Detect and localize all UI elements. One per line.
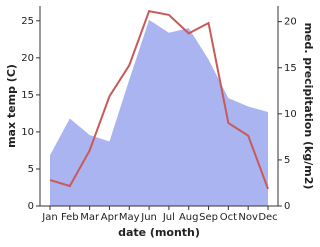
- y-tick-label: 0: [28, 201, 34, 212]
- temp-line: [49, 10, 269, 190]
- x-tick-label: Sep: [199, 212, 218, 223]
- y-tick-label: 5: [28, 164, 34, 175]
- y-tick-label: 10: [21, 127, 34, 138]
- y-tick-label: 25: [21, 16, 34, 27]
- precipitation-area: [50, 19, 268, 206]
- y2-tick-label: 0: [284, 201, 290, 212]
- x-tick-label: Dec: [258, 212, 277, 223]
- x-tick-label: Apr: [101, 212, 119, 223]
- x-tick-label: Aug: [179, 212, 199, 223]
- x-tick-label: May: [119, 212, 140, 223]
- y-axis-label: max temp (C): [5, 64, 18, 148]
- y-tick-label: 15: [21, 90, 34, 101]
- x-tick-label: Jul: [162, 212, 175, 223]
- x-tick-label: Mar: [80, 212, 100, 223]
- y2-tick-label: 20: [284, 17, 297, 28]
- x-tick-label: Nov: [238, 212, 258, 223]
- chart: date (month) max temp (C) med. precipita…: [5, 6, 315, 239]
- x-tick-label: Jan: [41, 212, 57, 223]
- y2-tick-label: 10: [284, 109, 297, 120]
- x-axis-label: date (month): [118, 226, 200, 239]
- y2-tick-label: 15: [284, 63, 297, 74]
- x-tick-label: Jun: [140, 212, 157, 223]
- y-tick-label: 20: [21, 53, 34, 64]
- x-tick-label: Feb: [61, 212, 79, 223]
- y2-axis-label: med. precipitation (kg/m2): [302, 23, 315, 190]
- y2-tick-label: 5: [284, 155, 290, 166]
- x-tick-label: Oct: [220, 212, 237, 223]
